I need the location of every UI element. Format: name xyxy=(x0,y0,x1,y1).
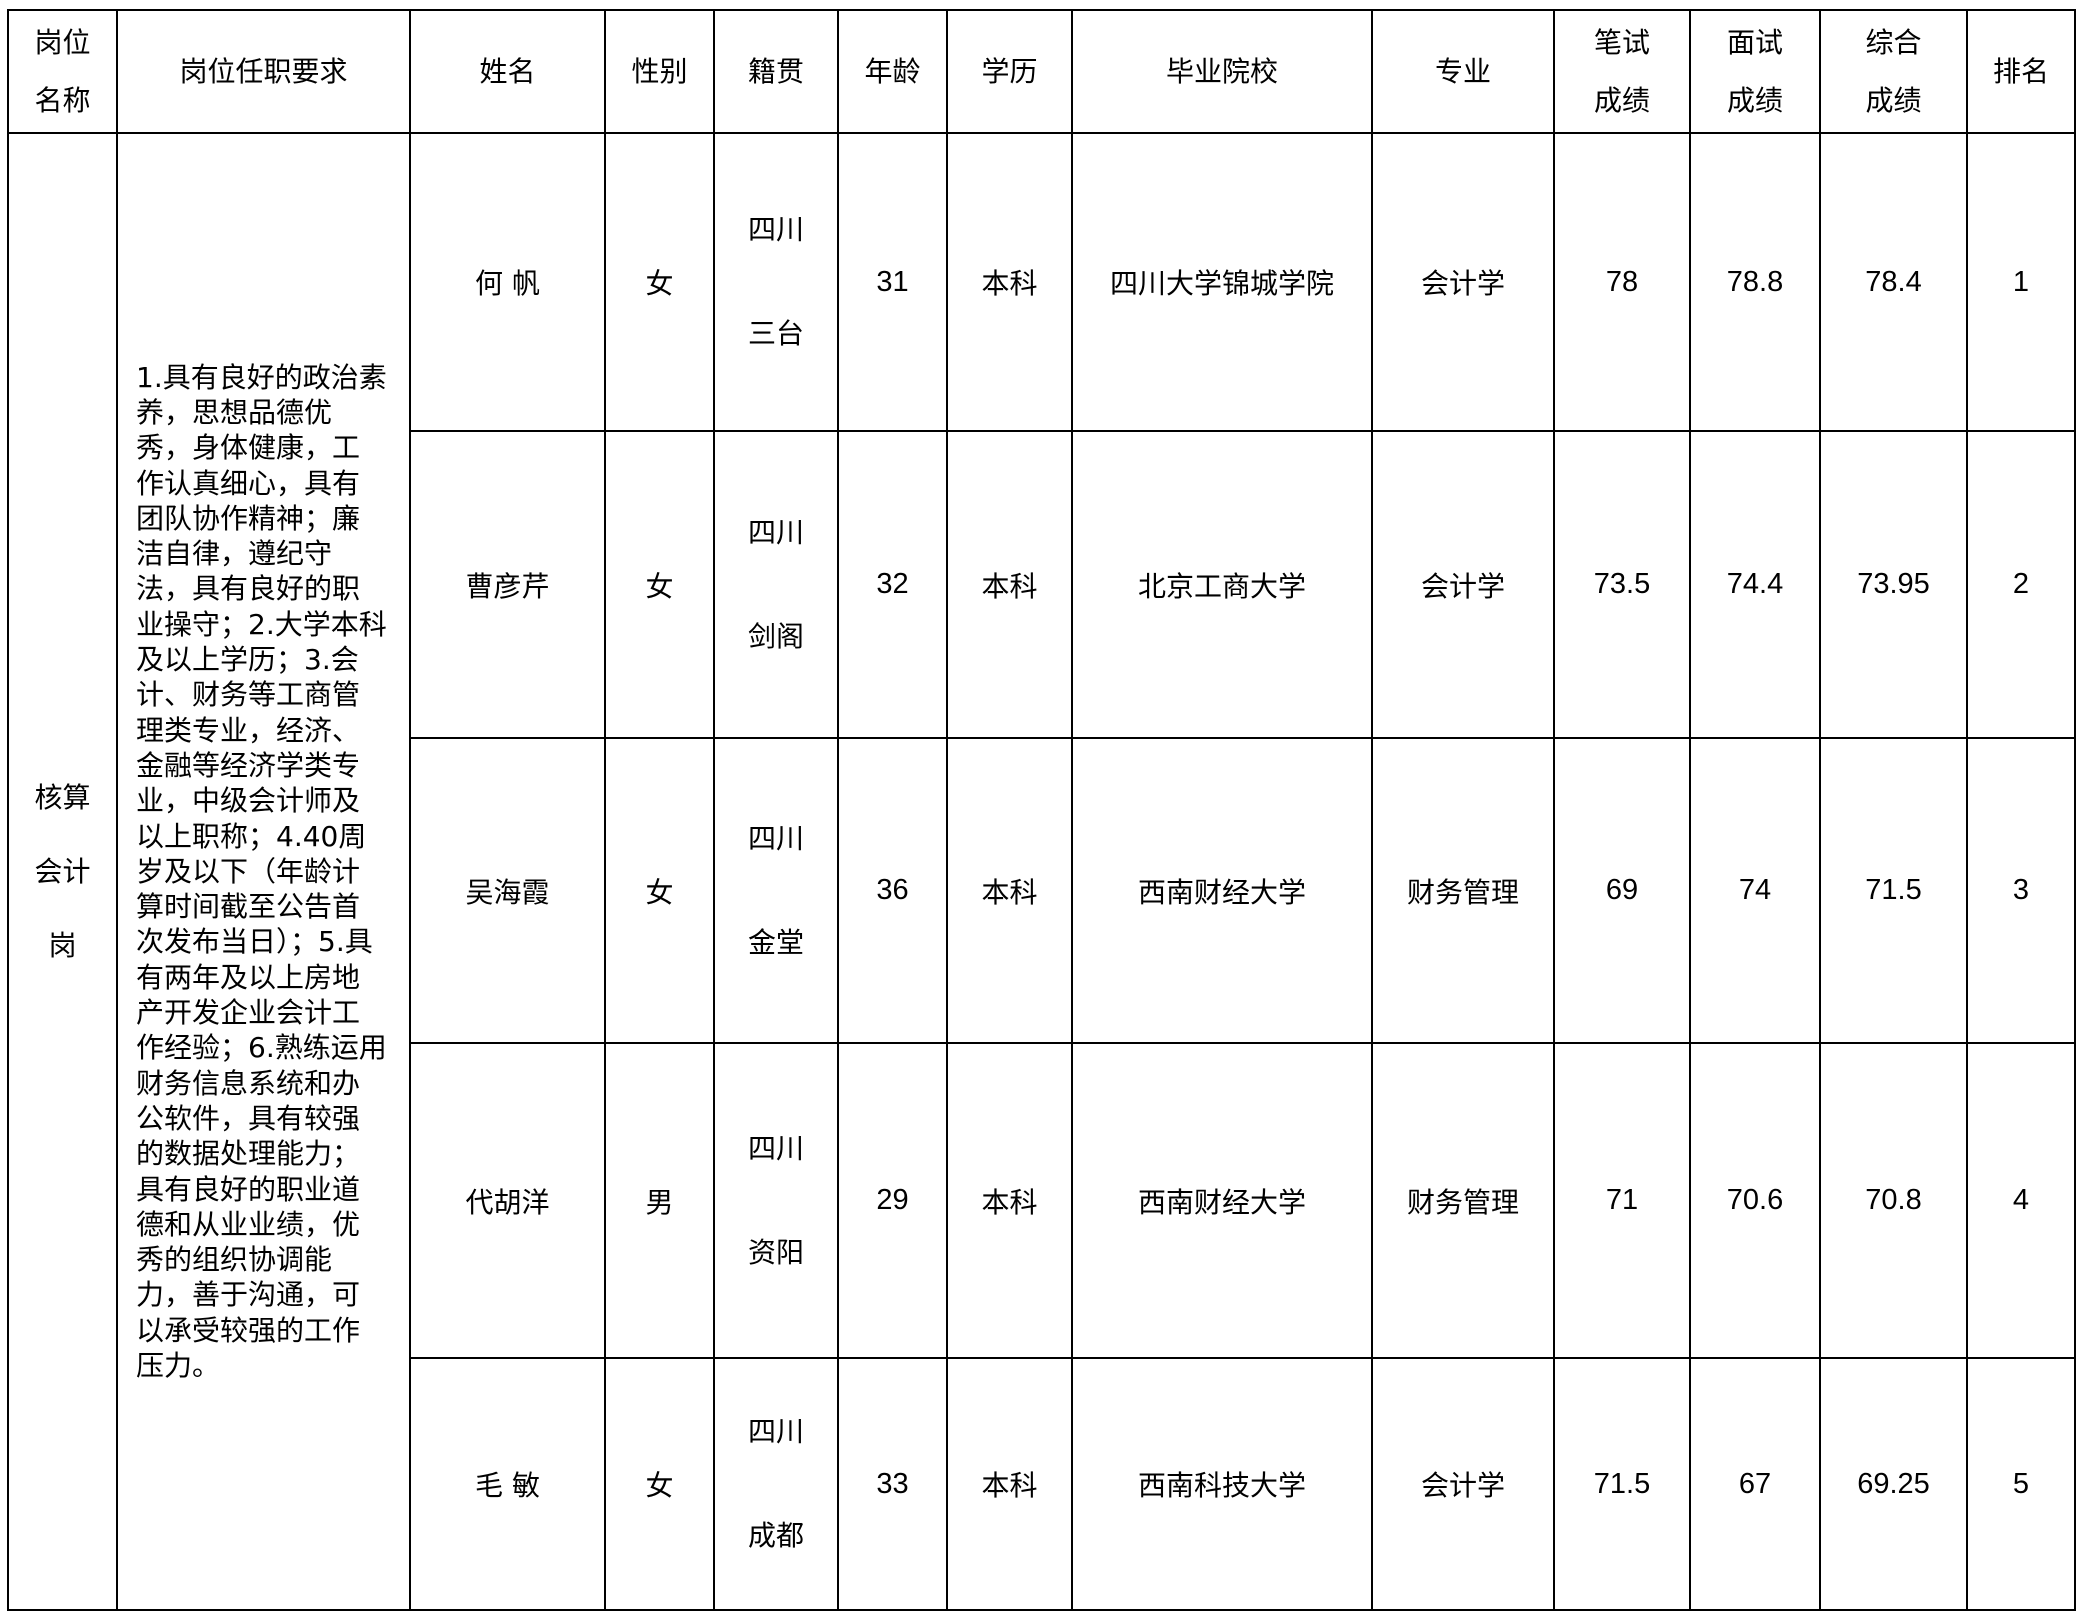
gender-cell: 男 xyxy=(604,1042,715,1359)
age-cell: 29 xyxy=(837,1042,948,1359)
table-row: 曹彦芹 女 四川 剑阁 32 本科 北京工商大学 会计学 73.5 74.4 73… xyxy=(8,430,2076,739)
name-cell: 毛 敏 xyxy=(409,1357,606,1611)
age-cell: 36 xyxy=(837,737,948,1044)
header-origin: 籍贯 xyxy=(713,9,839,134)
origin-cell: 四川 成都 xyxy=(713,1357,839,1611)
rank-cell: 2 xyxy=(1966,430,2076,739)
origin-cell: 四川 资阳 xyxy=(713,1042,839,1359)
major-cell: 会计学 xyxy=(1371,132,1555,432)
age-cell: 32 xyxy=(837,430,948,739)
header-requirements: 岗位任职要求 xyxy=(116,9,411,134)
table-row: 代胡洋 男 四川 资阳 29 本科 西南财经大学 财务管理 71 70.6 70.… xyxy=(8,1042,2076,1359)
name-cell: 曹彦芹 xyxy=(409,430,606,739)
major-cell: 财务管理 xyxy=(1371,1042,1555,1359)
results-table: 岗位 名称 岗位任职要求 姓名 性别 籍贯 年龄 学历 毕业院校 专业 笔试 成绩 … xyxy=(7,9,2076,1611)
written-score-cell: 69 xyxy=(1553,737,1691,1044)
gender-cell: 女 xyxy=(604,1357,715,1611)
interview-score-cell: 78.8 xyxy=(1689,132,1821,432)
total-score-cell: 71.5 xyxy=(1819,737,1968,1044)
interview-score-cell: 67 xyxy=(1689,1357,1821,1611)
written-score-cell: 78 xyxy=(1553,132,1691,432)
school-cell: 西南财经大学 xyxy=(1071,737,1373,1044)
school-cell: 西南科技大学 xyxy=(1071,1357,1373,1611)
gender-cell: 女 xyxy=(604,737,715,1044)
total-score-cell: 73.95 xyxy=(1819,430,1968,739)
interview-score-cell: 74.4 xyxy=(1689,430,1821,739)
education-cell: 本科 xyxy=(946,1042,1073,1359)
written-score-cell: 73.5 xyxy=(1553,430,1691,739)
header-education: 学历 xyxy=(946,9,1073,134)
school-cell: 四川大学锦城学院 xyxy=(1071,132,1373,432)
header-total: 综合 成绩 xyxy=(1819,9,1968,134)
header-gender: 性别 xyxy=(604,9,715,134)
interview-score-cell: 70.6 xyxy=(1689,1042,1821,1359)
school-cell: 北京工商大学 xyxy=(1071,430,1373,739)
header-written: 笔试 成绩 xyxy=(1553,9,1691,134)
total-score-cell: 78.4 xyxy=(1819,132,1968,432)
table-row: 吴海霞 女 四川 金堂 36 本科 西南财经大学 财务管理 69 74 71.5 … xyxy=(8,737,2076,1044)
education-cell: 本科 xyxy=(946,1357,1073,1611)
header-age: 年龄 xyxy=(837,9,948,134)
header-row: 岗位 名称 岗位任职要求 姓名 性别 籍贯 年龄 学历 毕业院校 专业 笔试 成绩 … xyxy=(7,9,2076,134)
header-name: 姓名 xyxy=(409,9,606,134)
header-major: 专业 xyxy=(1371,9,1555,134)
rank-cell: 1 xyxy=(1966,132,2076,432)
written-score-cell: 71 xyxy=(1553,1042,1691,1359)
total-score-cell: 69.25 xyxy=(1819,1357,1968,1611)
major-cell: 财务管理 xyxy=(1371,737,1555,1044)
education-cell: 本科 xyxy=(946,430,1073,739)
origin-cell: 四川 三台 xyxy=(713,132,839,432)
origin-cell: 四川 金堂 xyxy=(713,737,839,1044)
gender-cell: 女 xyxy=(604,430,715,739)
rank-cell: 5 xyxy=(1966,1357,2076,1611)
header-position: 岗位 名称 xyxy=(7,9,118,134)
position-cell: 核算 会计岗 xyxy=(7,132,118,1611)
age-cell: 31 xyxy=(837,132,948,432)
name-cell: 何 帆 xyxy=(409,132,606,432)
rank-cell: 3 xyxy=(1966,737,2076,1044)
table-row: 毛 敏 女 四川 成都 33 本科 西南科技大学 会计学 71.5 67 69.2… xyxy=(8,1357,2076,1611)
requirements-cell: 1.具有良好的政治素养，思想品德优秀，身体健康，工作认真细心，具有团队协作精神；… xyxy=(116,132,411,1611)
written-score-cell: 71.5 xyxy=(1553,1357,1691,1611)
table-row: 核算 会计岗 1.具有良好的政治素养，思想品德优秀，身体健康，工作认真细心，具有团… xyxy=(7,132,2076,1611)
gender-cell: 女 xyxy=(604,132,715,432)
header-school: 毕业院校 xyxy=(1071,9,1373,134)
age-cell: 33 xyxy=(837,1357,948,1611)
major-cell: 会计学 xyxy=(1371,1357,1555,1611)
rank-cell: 4 xyxy=(1966,1042,2076,1359)
school-cell: 西南财经大学 xyxy=(1071,1042,1373,1359)
name-cell: 代胡洋 xyxy=(409,1042,606,1359)
header-interview: 面试 成绩 xyxy=(1689,9,1821,134)
education-cell: 本科 xyxy=(946,737,1073,1044)
education-cell: 本科 xyxy=(946,132,1073,432)
interview-score-cell: 74 xyxy=(1689,737,1821,1044)
origin-cell: 四川 剑阁 xyxy=(713,430,839,739)
name-cell: 吴海霞 xyxy=(409,737,606,1044)
total-score-cell: 70.8 xyxy=(1819,1042,1968,1359)
major-cell: 会计学 xyxy=(1371,430,1555,739)
header-rank: 排名 xyxy=(1966,9,2076,134)
